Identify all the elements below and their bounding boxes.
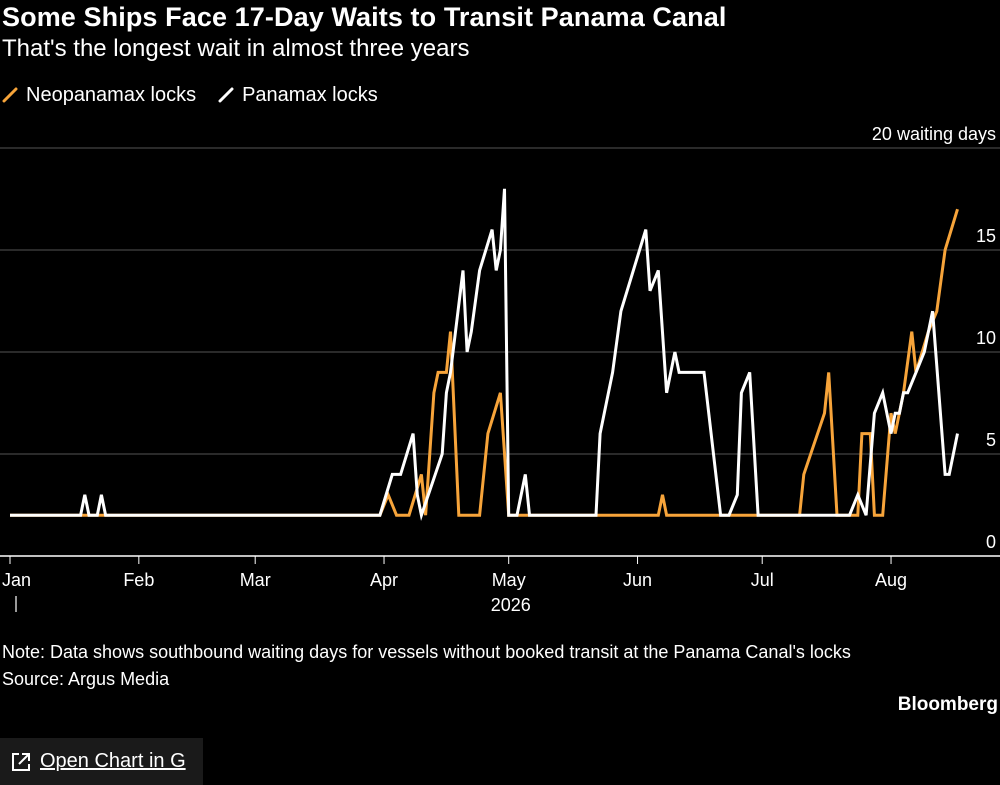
y-tick-label: 0 (986, 532, 996, 552)
y-tick-label: 10 (976, 328, 996, 348)
x-tick-label: Jan (2, 570, 31, 590)
series-line-neopanamax (10, 208, 959, 517)
y-tick-label: 5 (986, 430, 996, 450)
x-axis-year-label: 2026 (491, 595, 531, 615)
x-tick-label: Apr (370, 570, 398, 590)
x-tick-label: Aug (875, 570, 907, 590)
legend-label-panamax: Panamax locks (242, 83, 378, 106)
x-tick-label: Jul (751, 570, 774, 590)
open-chart-button[interactable]: Open Chart in G (0, 738, 203, 785)
legend-swatch-panamax-icon (218, 87, 234, 103)
x-tick-label: May (492, 570, 526, 590)
y-tick-label: 15 (976, 226, 996, 246)
series-lines (10, 188, 959, 521)
legend: Neopanamax locks Panamax locks (2, 82, 400, 108)
legend-item-panamax: Panamax locks (218, 84, 378, 107)
chart-subtitle: That's the longest wait in almost three … (2, 35, 470, 62)
y-axis-labels: 20 waiting days 0 5 10 15 (872, 124, 996, 552)
open-chart-label[interactable]: Open Chart in G (40, 750, 186, 772)
chart-source: Source: Argus Media (2, 669, 170, 689)
x-tick-label: Feb (123, 570, 154, 590)
legend-swatch-neopanamax-icon (2, 87, 18, 103)
legend-label-neopanamax: Neopanamax locks (26, 83, 197, 106)
legend-item-neopanamax: Neopanamax locks (2, 84, 196, 107)
x-tick-label: Mar (240, 570, 271, 590)
x-axis: Jan Feb Mar Apr May Jun Jul Aug 2026 (0, 555, 1000, 615)
bloomberg-brand: Bloomberg (897, 694, 998, 715)
chart-note: Note: Data shows southbound waiting days… (2, 642, 851, 662)
line-chart: Jan Feb Mar Apr May Jun Jul Aug 2026 20 waiting … (0, 124, 1000, 615)
x-tick-label: Jun (623, 570, 652, 590)
series-line-panamax (10, 188, 959, 521)
y-axis-unit-label: 20 waiting days (872, 124, 996, 144)
chart-title: Some Ships Face 17-Day Waits to Transit … (2, 2, 727, 32)
external-link-icon (12, 752, 30, 771)
